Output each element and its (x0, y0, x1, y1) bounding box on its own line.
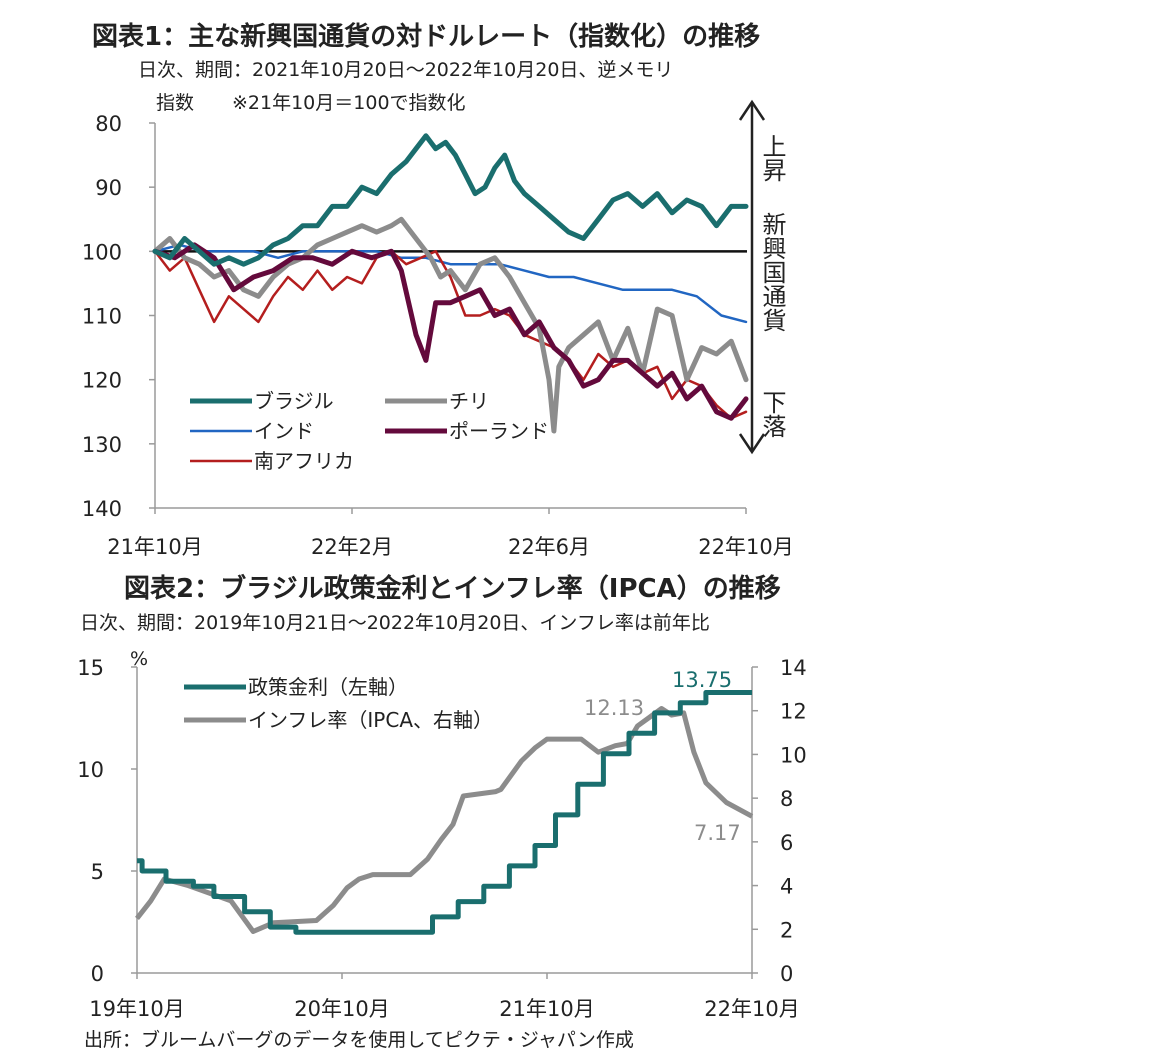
series-line-1 (152, 133, 749, 267)
chart1-ylabel: 指数 ※21年10月＝100で指数化 (156, 92, 466, 114)
chart1-side-annotation: 上昇 新興国通貨 下落 (738, 99, 786, 455)
chart1-y-tick-label: 90 (95, 176, 122, 200)
chart2-y-tick-label-right: 10 (780, 743, 807, 767)
chart1-y-tick-label: 100 (82, 240, 122, 264)
chart2-subtitle: 日次、期間：2019年10月21日～2022年10月20日、インフレ率は前年比 (80, 612, 710, 634)
chart2-value-label-2: 12.13 (584, 696, 644, 720)
chart2-value-label-3: 7.17 (694, 821, 741, 845)
chart2-y-tick-label-left: 5 (91, 860, 104, 884)
chart2-x-tick-label: 21年10月 (499, 997, 594, 1021)
series-line-2 (152, 216, 749, 434)
chart2-y-tick-label-left: 15 (77, 656, 104, 680)
chart2-title: 図表2：ブラジル政策金利とインフレ率（IPCA）の推移 (124, 573, 781, 604)
chart1-x-tick-label: 22年2月 (311, 535, 393, 559)
legend-label-5: 南アフリカ (254, 449, 354, 473)
series-line-4 (152, 242, 749, 421)
chart2-series-lines (135, 690, 754, 935)
chart2-annotations: 13.75 12.13 7.17 (584, 668, 741, 845)
arrow-up-icon (738, 99, 766, 121)
series-line-5 (153, 250, 748, 420)
chart2-legend-label-2: インフレ率（IPCA、右軸） (248, 708, 493, 732)
legend-label-3: インド (254, 419, 314, 443)
chart2-x-tick-label: 19年10月 (89, 997, 184, 1021)
chart2-series-line-1 (137, 690, 752, 935)
chart1-x-tick-label: 22年10月 (698, 535, 793, 559)
chart1-title: 図表1：主な新興国通貨の対ドルレート（指数化）の推移 (92, 21, 760, 52)
series-line-3 (153, 243, 748, 324)
chart1-subtitle: 日次、期間：2021年10月20日～2022年10月20日、逆メモリ (138, 59, 673, 81)
chart2-axes: 0 5 10 15 0 2 4 6 8 10 12 14 19年10月 20年10月 21年10月 22年10… (77, 656, 806, 1021)
chart2-value-label-1: 13.75 (672, 668, 732, 692)
chart1-y-tick-label: 140 (82, 497, 122, 521)
legend-label-4: ポーランド (449, 419, 549, 443)
chart1-y-tick-label: 110 (82, 305, 122, 329)
chart2-y-tick-label-right: 6 (780, 831, 793, 855)
chart2-y-tick-label-right: 8 (780, 787, 793, 811)
side-label-middle: 新興国通貨 (758, 212, 786, 332)
chart1-series-lines (152, 133, 749, 434)
chart2-y-tick-label-right: 4 (780, 875, 793, 899)
chart2-ylabel-left: % (130, 648, 148, 670)
chart1-x-tick-label: 22年6月 (508, 535, 590, 559)
arrow-down-icon (738, 433, 766, 455)
chart2-x-tick-label: 22年10月 (704, 997, 799, 1021)
chart2-y-tick-label-left: 0 (91, 962, 104, 986)
chart2-y-tick-label-right: 14 (780, 656, 807, 680)
chart1-x-tick-label: 21年10月 (107, 535, 202, 559)
chart1-y-tick-label: 80 (95, 112, 122, 136)
chart2-series-line-2 (135, 706, 754, 934)
side-label-down: 下落 (758, 390, 786, 438)
chart2-x-tick-label: 20年10月 (294, 997, 389, 1021)
chart2-y-tick-label-right: 0 (780, 962, 793, 986)
chart1-y-tick-label: 130 (82, 433, 122, 457)
chart2-y-tick-label-left: 10 (77, 758, 104, 782)
legend-label-2: チリ (449, 389, 489, 413)
chart2-y-tick-label-right: 2 (780, 918, 793, 942)
source-note: 出所：ブルームバーグのデータを使用してピクテ・ジャパン作成 (84, 1028, 634, 1051)
side-label-up: 上昇 (758, 134, 786, 182)
chart1-y-tick-label: 120 (82, 369, 122, 393)
chart2-legend-label-1: 政策金利（左軸） (248, 675, 408, 699)
chart2-legend: 政策金利（左軸） インフレ率（IPCA、右軸） (184, 675, 493, 732)
chart2-y-tick-label-right: 12 (780, 700, 807, 724)
legend-label-1: ブラジル (254, 389, 334, 413)
chart1-axes: 80 90 100 110 120 130 140 21年10月 22年2月 22年6月 22年10… (82, 112, 794, 559)
